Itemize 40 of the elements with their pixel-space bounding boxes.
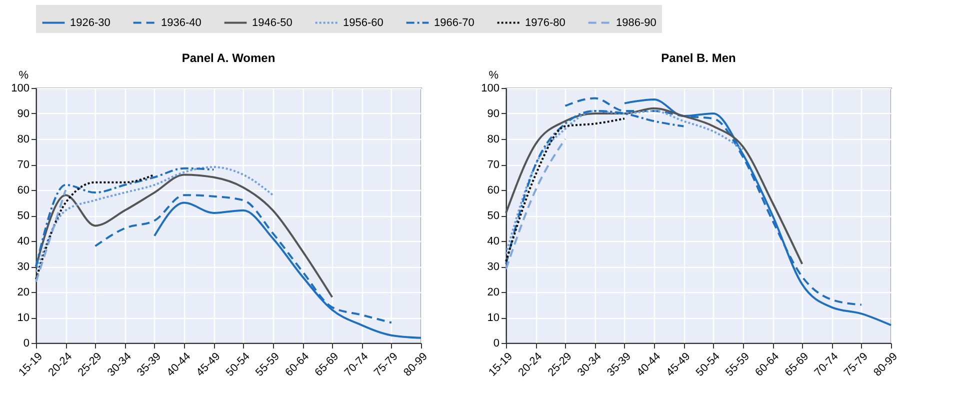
y-axis-title: % [18,70,29,82]
y-tick-label: 80 [17,134,30,146]
y-tick-label: 60 [17,184,30,196]
y-tick-label: 70 [487,159,500,171]
y-tick-label: 0 [23,338,30,350]
line-series [505,110,744,255]
y-tick-label: 100 [481,82,500,94]
y-tick-label: 10 [487,312,500,324]
line-series [505,107,804,265]
y-tick-label: 70 [17,159,30,171]
y-tick-label: 10 [17,312,30,324]
y-tick-label: 40 [17,236,30,248]
legend-label: 1966-70 [434,16,474,29]
y-tick-label: 80 [487,134,500,146]
y-tick-label: 90 [17,108,30,120]
chart-title: Panel A. Women [182,51,276,65]
legend-label: 1976-80 [525,16,566,29]
y-tick-label: 20 [17,286,30,298]
legend-label: 1956-60 [343,16,384,29]
y-tick-label: 60 [487,184,500,196]
line-series [35,174,156,280]
line-series [35,167,215,268]
legend-label: 1986-90 [616,16,656,29]
y-tick-label: 30 [487,261,500,273]
line-series [505,118,626,262]
line-series [35,166,274,273]
y-tick-label: 50 [487,210,500,222]
line-series [35,174,334,298]
y-tick-label: 0 [493,338,500,350]
y-tick-label: 20 [487,286,500,298]
chart-title: Panel B. Men [661,51,736,65]
y-tick-label: 100 [11,82,30,94]
legend-label: 1926-30 [70,16,110,29]
legend-label: 1946-50 [252,16,292,29]
y-tick-label: 40 [487,236,500,248]
y-tick-label: 50 [17,210,30,222]
y-tick-label: 90 [487,108,500,120]
y-axis-title: % [488,70,499,82]
legend-label: 1936-40 [161,16,202,29]
y-tick-label: 30 [17,261,30,273]
